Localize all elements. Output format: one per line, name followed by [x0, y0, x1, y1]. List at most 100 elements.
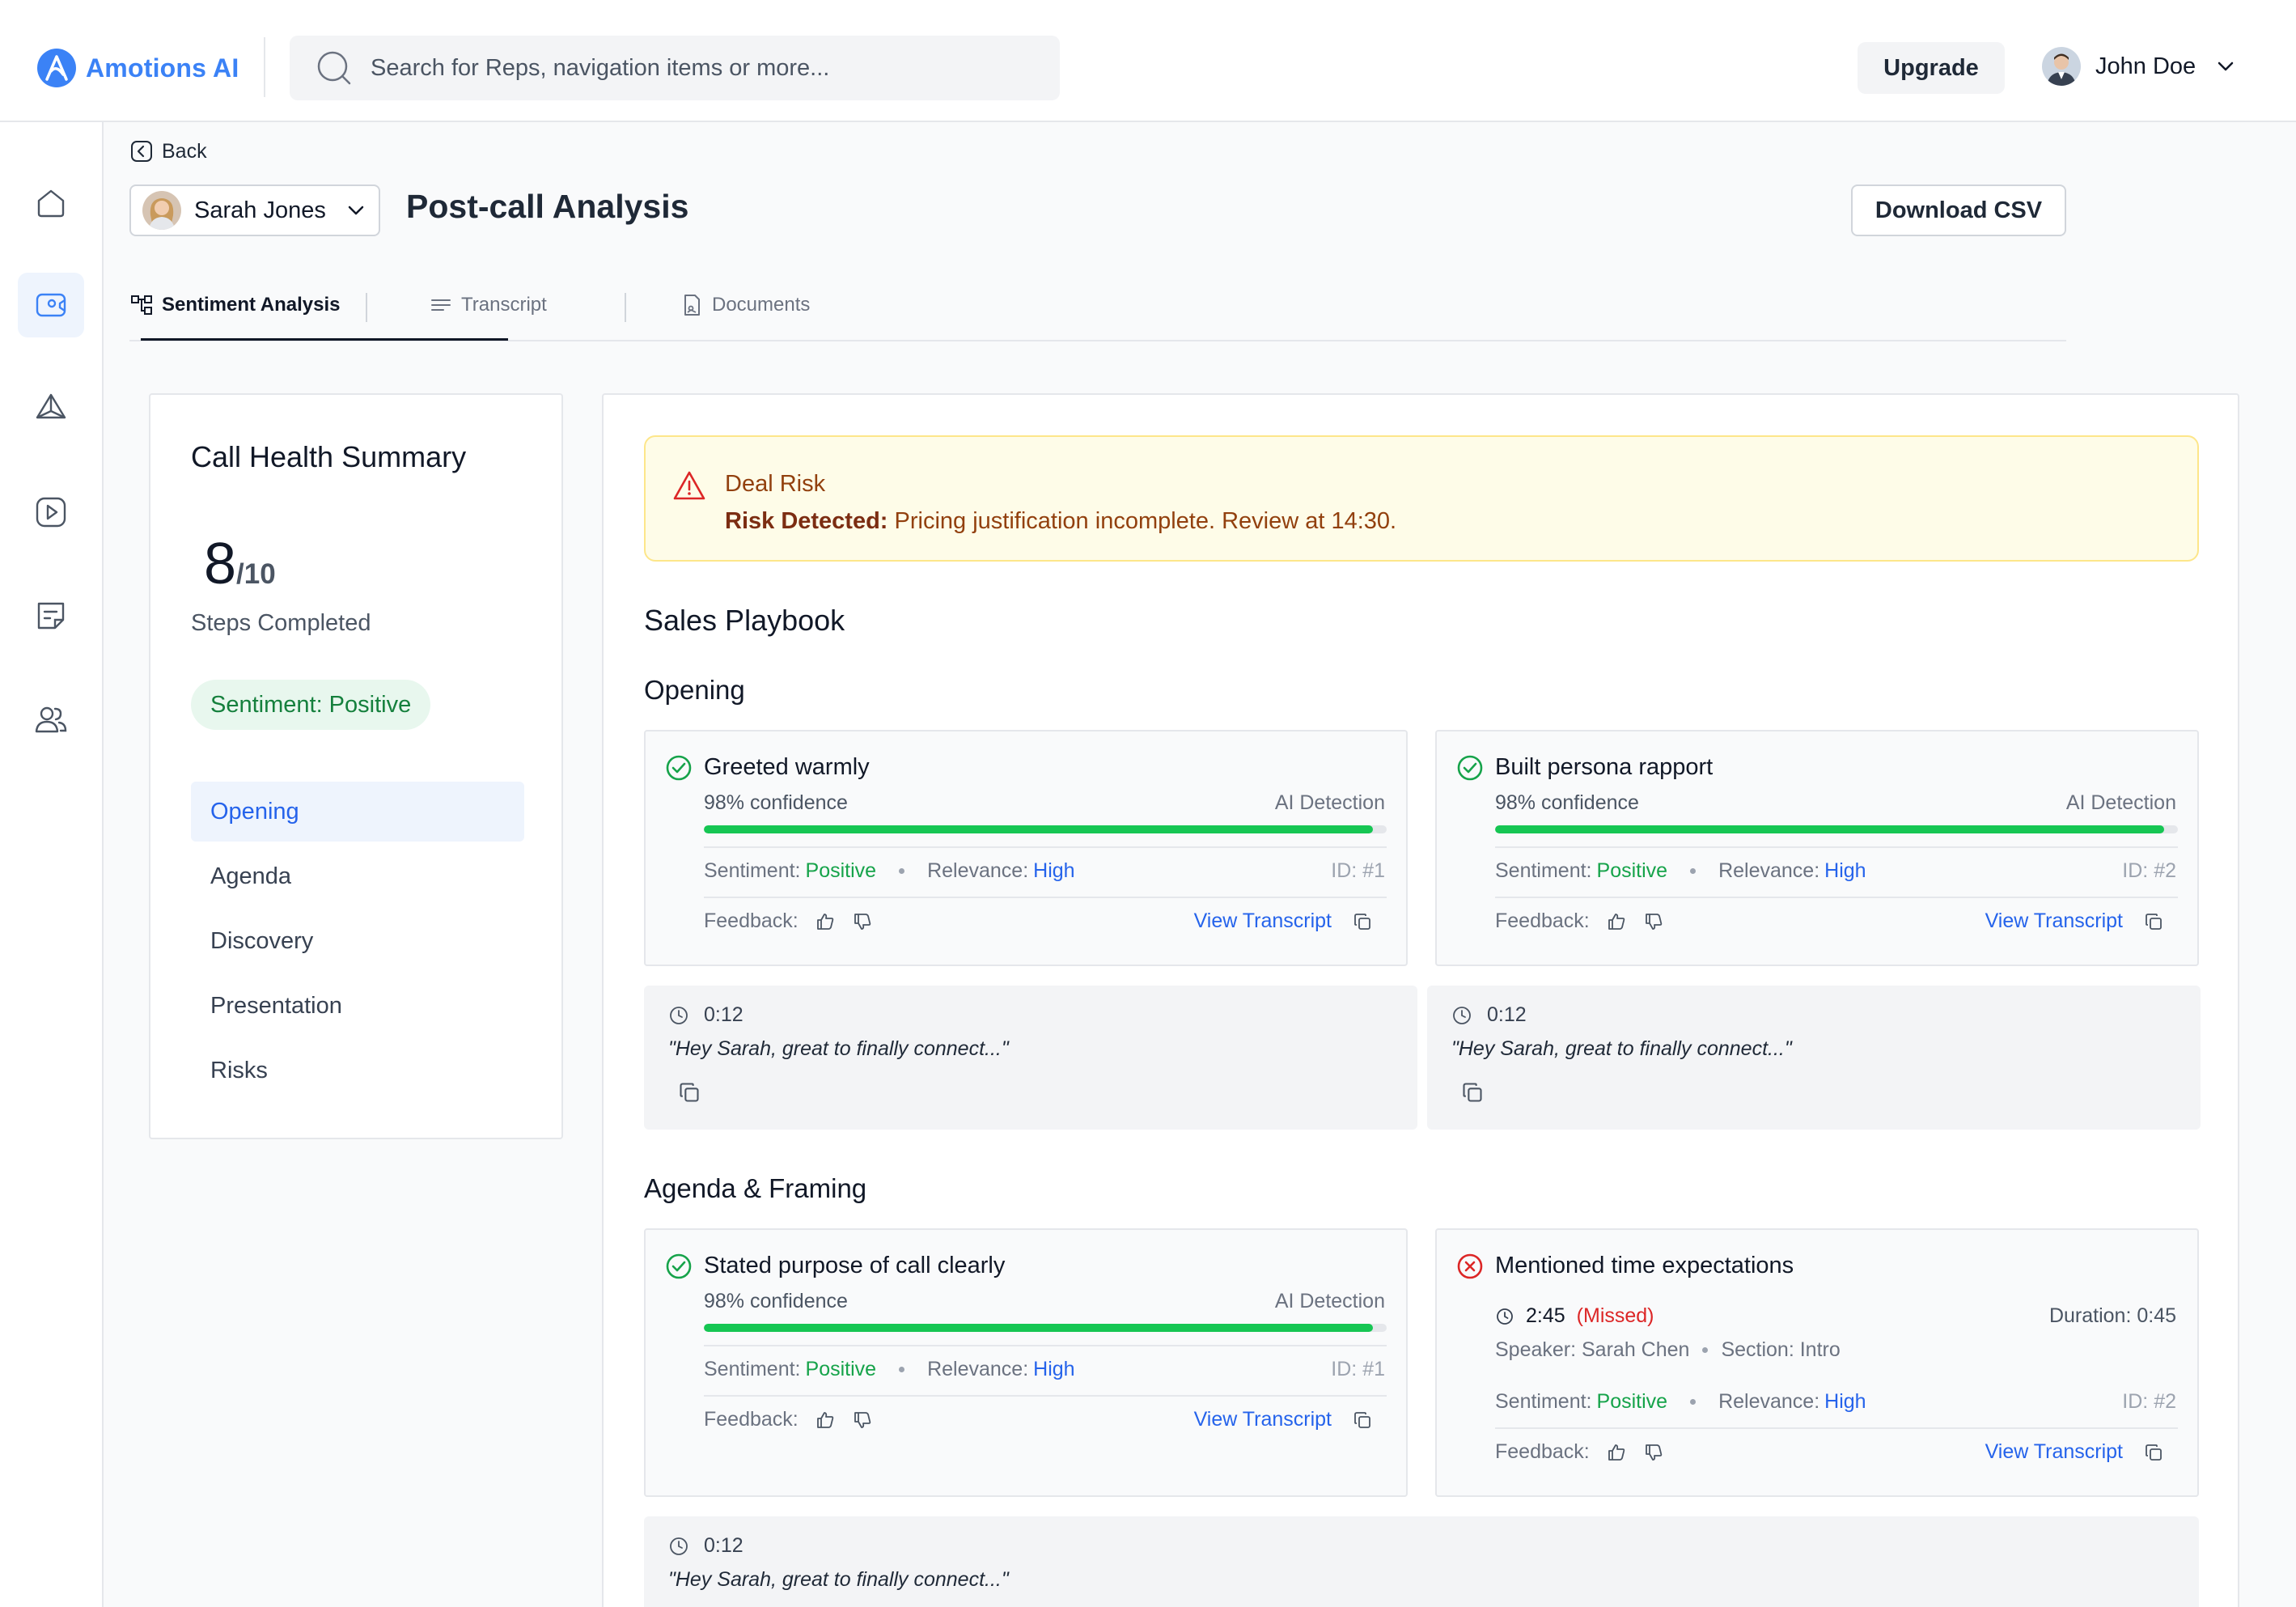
playbook-title: Sales Playbook: [644, 604, 845, 637]
thumbs-up-icon[interactable]: [1606, 911, 1627, 932]
thumbs-down-icon[interactable]: [1643, 911, 1664, 932]
view-transcript-link[interactable]: View Transcript: [1194, 910, 1372, 933]
users-icon: [35, 706, 67, 733]
thumbs-down-icon[interactable]: [852, 1410, 873, 1431]
tab-divider: [625, 293, 626, 322]
relevance-label: Relevance:: [1718, 1390, 1820, 1413]
nav-item-risks[interactable]: Risks: [210, 1057, 268, 1083]
view-transcript-link[interactable]: View Transcript: [1985, 1440, 2163, 1464]
tab-label: Sentiment Analysis: [162, 294, 341, 316]
confidence-label: 98% confidence: [704, 791, 848, 814]
confidence-bar-fill: [704, 1324, 1374, 1332]
copy-icon[interactable]: [1353, 912, 1372, 931]
lines-icon: [431, 299, 451, 311]
confidence-bar-fill: [1495, 825, 2165, 833]
quote-time: 0:12: [1451, 1003, 1527, 1027]
hierarchy-icon: [131, 295, 152, 315]
section-title: Agenda & Framing: [644, 1173, 867, 1203]
missed-time-row: 2:45 (Missed): [1495, 1304, 1654, 1328]
brand-name: Amotions AI: [86, 53, 239, 83]
check-circle-icon: [665, 754, 693, 782]
sentiment-value: Positive: [805, 859, 877, 882]
search-icon: [316, 49, 353, 87]
chevron-down-icon: [2213, 54, 2238, 78]
step-meta: Sentiment: Positive Relevance: High: [704, 1358, 1075, 1381]
sidebar-item-recordings[interactable]: [18, 480, 84, 545]
quote-text: "Hey Sarah, great to finally connect...": [668, 1037, 1009, 1060]
download-csv-button[interactable]: Download CSV: [1851, 184, 2066, 236]
sentiment-label: Sentiment:: [704, 1358, 801, 1380]
nav-item-opening[interactable]: Opening: [191, 782, 524, 842]
copy-icon[interactable]: [1353, 1410, 1372, 1430]
back-arrow-icon: [131, 141, 152, 162]
step-title: Greeted warmly: [704, 754, 870, 780]
thumbs-down-icon[interactable]: [852, 911, 873, 932]
nav-item-discovery[interactable]: Discovery: [210, 927, 314, 954]
relevance-value: High: [1033, 1358, 1075, 1380]
confidence-label: 98% confidence: [1495, 791, 1639, 814]
top-bar: Amotions AI Upgrade John Doe: [0, 0, 2296, 122]
score-value: 8: [204, 532, 237, 596]
thumbs-up-icon[interactable]: [1606, 1442, 1627, 1463]
rep-selector[interactable]: Sarah Jones: [129, 184, 380, 236]
thumbs-up-icon[interactable]: [815, 1410, 836, 1431]
nav-item-agenda[interactable]: Agenda: [210, 863, 291, 889]
step-id: ID: #1: [1331, 859, 1385, 882]
divider: [264, 37, 265, 97]
back-link[interactable]: Back: [129, 139, 207, 163]
view-transcript-label: View Transcript: [1985, 1440, 2123, 1463]
copy-icon[interactable]: [2144, 1443, 2163, 1462]
step-title: Mentioned time expectations: [1495, 1253, 1794, 1278]
tab-documents[interactable]: Documents: [680, 293, 810, 317]
back-label: Back: [162, 139, 207, 163]
step-meta: Sentiment: Positive Relevance: High: [1495, 859, 1866, 883]
search-input[interactable]: [371, 54, 1034, 82]
step-id: ID: #2: [2122, 1390, 2176, 1413]
page-title: Post-call Analysis: [406, 188, 689, 225]
score: 8/10: [204, 531, 276, 597]
tab-transcript[interactable]: Transcript: [429, 293, 547, 317]
thumbs-up-icon[interactable]: [815, 911, 836, 932]
sidebar-item-notes[interactable]: [18, 583, 84, 648]
nav-item-presentation[interactable]: Presentation: [210, 992, 342, 1019]
relevance-value: High: [1824, 859, 1866, 882]
step-id: ID: #1: [1331, 1358, 1385, 1380]
separator-dot: [1702, 1347, 1709, 1353]
divider: [704, 846, 1387, 848]
sidebar-item-team[interactable]: [18, 687, 84, 752]
relevance-value: High: [1033, 859, 1075, 882]
search-bar[interactable]: [290, 36, 1060, 100]
duration: Duration: 0:45: [2048, 1304, 2176, 1327]
video-call-icon: [36, 293, 66, 317]
tab-label: Documents: [712, 294, 811, 316]
pyramid-icon: [36, 393, 66, 419]
divider: [1495, 846, 2178, 848]
sentiment-label: Sentiment:: [1495, 859, 1592, 882]
logo[interactable]: Amotions AI: [36, 47, 239, 89]
risk-label: Risk Detected:: [725, 508, 888, 534]
sidebar-item-calls[interactable]: [18, 273, 84, 337]
sentiment-value: Positive: [1596, 859, 1668, 882]
view-transcript-link[interactable]: View Transcript: [1985, 910, 2163, 933]
view-transcript-label: View Transcript: [1193, 1408, 1332, 1431]
sentiment-value: Positive: [1596, 1390, 1668, 1413]
upgrade-button[interactable]: Upgrade: [1858, 42, 2005, 94]
warning-icon: [671, 468, 707, 503]
steps-label: Steps Completed: [191, 610, 371, 636]
quote-text: "Hey Sarah, great to finally connect...": [1451, 1037, 1792, 1060]
user-menu[interactable]: John Doe: [2042, 47, 2238, 86]
copy-icon[interactable]: [678, 1081, 701, 1104]
copy-icon[interactable]: [2144, 912, 2163, 931]
risk-title: Deal Risk: [725, 471, 826, 497]
document-icon: [37, 602, 65, 630]
copy-icon[interactable]: [1461, 1081, 1484, 1104]
view-transcript-link[interactable]: View Transcript: [1194, 1408, 1372, 1431]
ai-detection-label: AI Detection: [1274, 791, 1385, 814]
confidence-bar: [704, 1324, 1387, 1332]
sidebar-item-playbooks[interactable]: [18, 376, 84, 441]
sidebar-item-home[interactable]: [18, 171, 84, 235]
confidence-label: 98% confidence: [704, 1290, 848, 1312]
tab-sentiment-analysis[interactable]: Sentiment Analysis: [129, 293, 341, 317]
section-nav: Opening Agenda Discovery Presentation Ri…: [191, 782, 524, 1105]
thumbs-down-icon[interactable]: [1643, 1442, 1664, 1463]
